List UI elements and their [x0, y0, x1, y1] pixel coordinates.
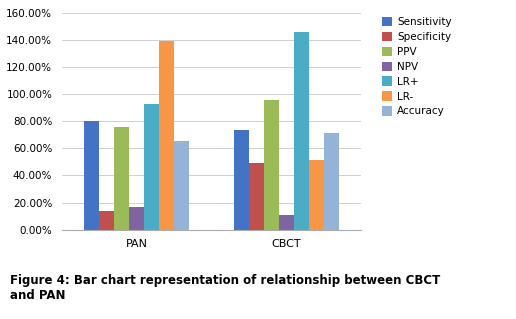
Bar [309, 160, 324, 230]
Bar [249, 163, 264, 230]
Bar [159, 41, 174, 230]
Bar [99, 211, 114, 230]
Bar [234, 130, 249, 230]
Bar [114, 127, 129, 230]
Bar [294, 32, 309, 230]
Bar [84, 121, 99, 230]
Bar [324, 133, 338, 230]
Bar [264, 100, 279, 230]
Bar [129, 207, 144, 230]
Text: Figure 4: Bar chart representation of relationship between CBCT
and PAN: Figure 4: Bar chart representation of re… [10, 274, 441, 302]
Bar [279, 215, 294, 230]
Bar [144, 104, 159, 230]
Legend: Sensitivity, Specificity, PPV, NPV, LR+, LR-, Accuracy: Sensitivity, Specificity, PPV, NPV, LR+,… [378, 14, 455, 120]
Bar [174, 141, 189, 230]
